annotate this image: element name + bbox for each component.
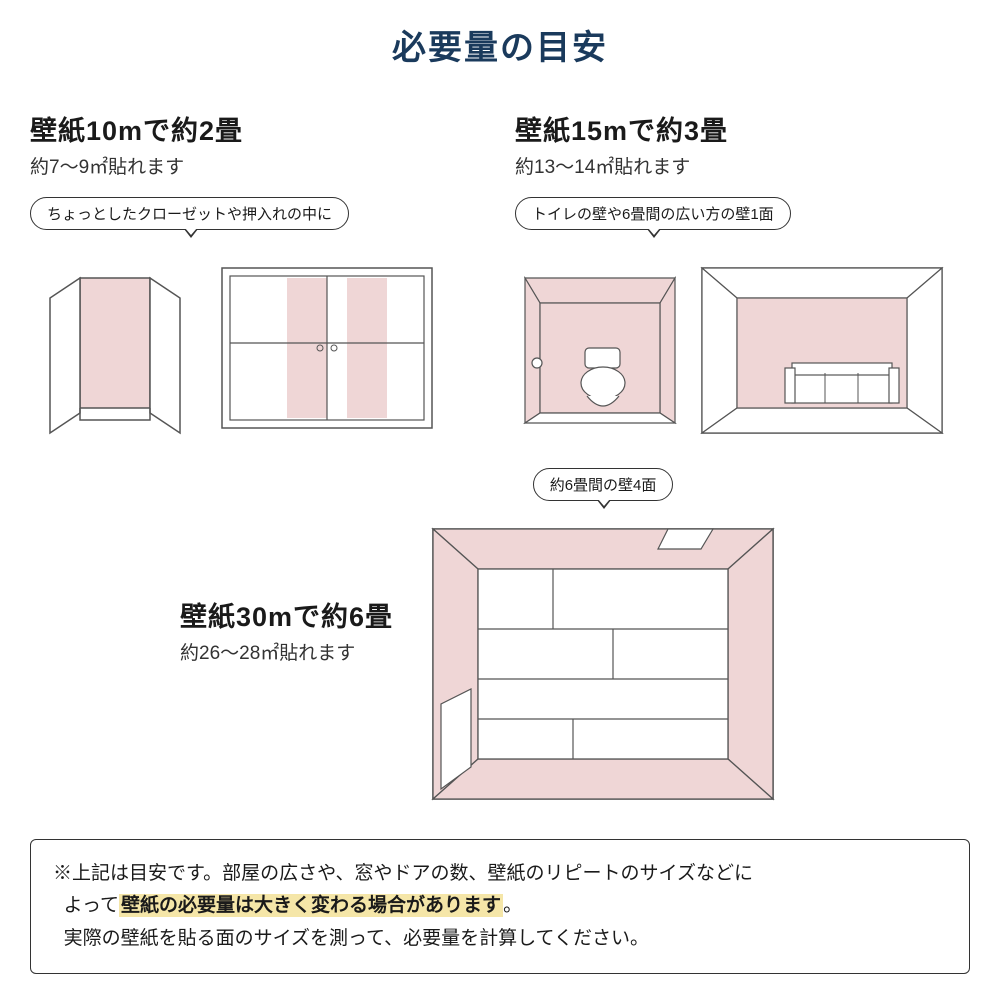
note-line2-prefix: よって (64, 895, 119, 916)
section-10m: 壁紙10mで約2畳 約7〜9㎡貼れます ちょっとしたクローゼットや押入れの中に (30, 109, 485, 438)
section-heading: 壁紙10mで約2畳 (30, 109, 485, 148)
row-bottom: 壁紙30mで約6畳 約26〜28㎡貼れます 約6畳間の壁4面 (30, 468, 970, 809)
note-line2: よって壁紙の必要量は大きく変わる場合があります。 (53, 890, 947, 922)
callout-bubble: トイレの壁や6畳間の広い方の壁1面 (515, 197, 791, 230)
note-line1: ※上記は目安です。部屋の広さや、窓やドアの数、壁紙のリピートのサイズなどに (53, 858, 947, 890)
section-15m: 壁紙15mで約3畳 約13〜14㎡貼れます トイレの壁や6畳間の広い方の壁1面 (515, 109, 970, 438)
note-box: ※上記は目安です。部屋の広さや、窓やドアの数、壁紙のリピートのサイズなどに よっ… (30, 839, 970, 974)
note-highlight: 壁紙の必要量は大きく変わる場合があります (119, 894, 503, 917)
room-4walls-diagram (423, 519, 783, 809)
section-heading: 壁紙30mで約6畳 (180, 595, 393, 634)
room-wall-diagram (697, 248, 947, 438)
section-sub: 約26〜28㎡貼れます (180, 638, 393, 665)
note-line3-text: 実際の壁紙を貼る面のサイズを測って、必要量を計算してください。 (64, 928, 649, 949)
closet-diagram (30, 248, 200, 438)
section-heading: 壁紙15mで約3畳 (515, 109, 970, 148)
note-line3: 実際の壁紙を貼る面のサイズを測って、必要量を計算してください。 (53, 923, 947, 955)
callout-bubble: ちょっとしたクローゼットや押入れの中に (30, 197, 349, 230)
section-sub: 約7〜9㎡貼れます (30, 152, 485, 179)
page-title: 必要量の目安 (30, 20, 970, 69)
row-top: 壁紙10mで約2畳 約7〜9㎡貼れます ちょっとしたクローゼットや押入れの中に (30, 109, 970, 438)
sliding-closet-diagram (212, 248, 442, 438)
note-line2-suffix: 。 (503, 895, 522, 916)
section-sub: 約13〜14㎡貼れます (515, 152, 970, 179)
toilet-room-diagram (515, 248, 685, 438)
diagram-group (30, 248, 485, 438)
section-30m-diagram-col: 約6畳間の壁4面 (423, 468, 783, 809)
section-30m: 壁紙30mで約6畳 約26〜28㎡貼れます (180, 595, 393, 683)
diagram-group (515, 248, 970, 438)
callout-bubble: 約6畳間の壁4面 (533, 468, 674, 501)
